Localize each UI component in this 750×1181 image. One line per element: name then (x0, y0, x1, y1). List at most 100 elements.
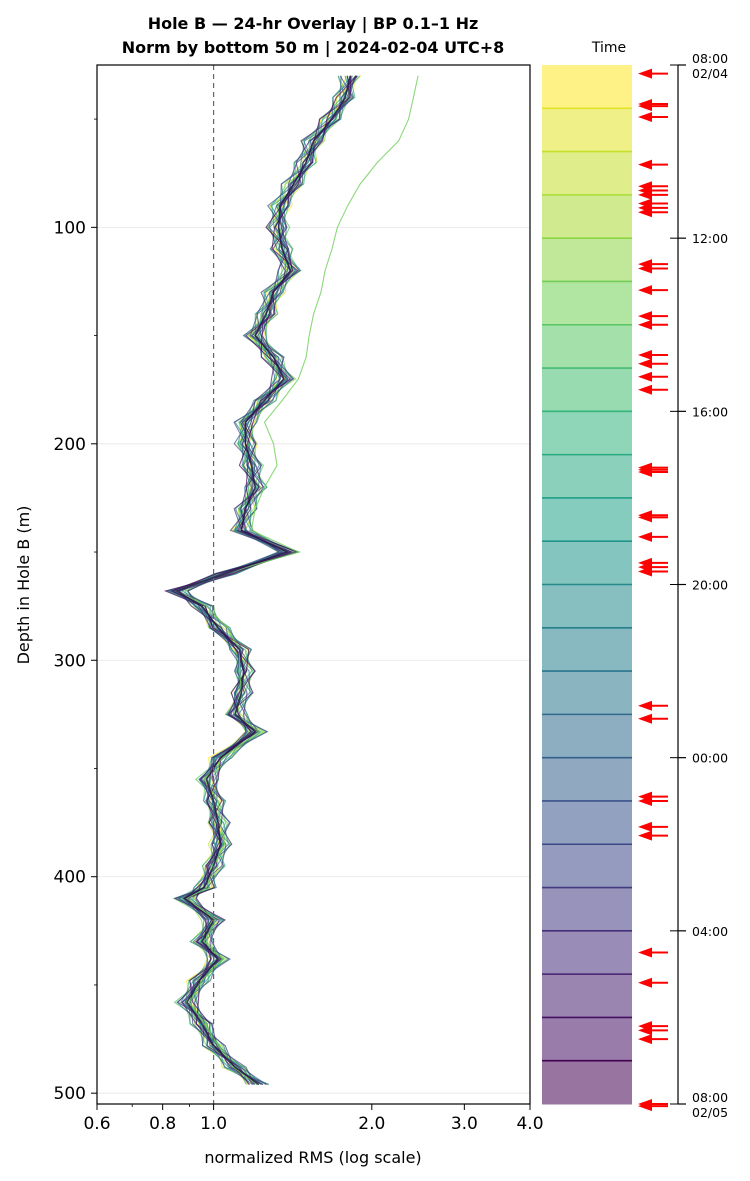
profile-line-hour-18 (169, 75, 354, 1085)
event-arrow-head (638, 111, 652, 122)
x-tick-label-0.8: 0.8 (149, 1114, 176, 1134)
event-arrow-36 (638, 977, 668, 988)
event-arrow-head (638, 311, 652, 322)
event-arrow-head (638, 358, 652, 369)
event-arrow-14 (638, 311, 668, 322)
event-arrow-head (638, 1034, 652, 1045)
event-arrow-35 (638, 947, 668, 958)
colorbar-ticks: 08:0002/0412:0016:0020:0000:0004:0008:00… (670, 51, 728, 1120)
colorbar-band-22 (542, 1017, 632, 1062)
colorbar-label: Time (591, 40, 626, 56)
colorbar-band-18 (542, 844, 632, 889)
x-tick-label-4.0: 4.0 (516, 1114, 543, 1134)
horizontal-grid (97, 226, 530, 1094)
x-tick-label-1.0: 1.0 (200, 1114, 227, 1134)
chart-title-line2: Norm by bottom 50 m | 2024-02-04 UTC+8 (122, 38, 505, 58)
event-arrow-head (638, 319, 652, 330)
x-tick-label-0.6: 0.6 (83, 1114, 110, 1134)
event-arrow-head (638, 101, 652, 112)
colorbar-band-17 (542, 800, 632, 845)
colorbar-band-16 (542, 757, 632, 802)
event-arrow-15 (638, 319, 668, 330)
event-arrow-head (638, 512, 652, 523)
event-arrow-2 (638, 101, 668, 112)
event-arrow-head (638, 1025, 652, 1036)
event-arrow-18 (638, 371, 668, 382)
event-arrow-head (638, 700, 652, 711)
event-arrow-39 (638, 1034, 668, 1045)
event-arrow-3 (638, 111, 668, 122)
colorbar-band-3 (542, 194, 632, 239)
event-arrow-head (638, 531, 652, 542)
colorbar-band-12 (542, 584, 632, 629)
colorbar-band-2 (542, 151, 632, 196)
colorbar-band-11 (542, 541, 632, 585)
event-arrow-head (638, 159, 652, 170)
colorbar-band-8 (542, 411, 632, 456)
event-arrow-34 (638, 830, 668, 841)
event-arrow-head (638, 821, 652, 832)
colorbar-tick-sublabel-24: 02/05 (692, 1105, 728, 1120)
y-tick-label-300: 300 (54, 651, 86, 671)
colorbar-tick-label-20: 04:00 (692, 924, 728, 939)
y-tick-label-200: 200 (54, 435, 86, 455)
y-axis-ticks: 100 200 300 400 500 (54, 118, 97, 1104)
colorbar (542, 65, 632, 1105)
y-tick-label-500: 500 (54, 1084, 86, 1104)
event-arrow-22 (638, 466, 668, 477)
colorbar-band-4 (542, 238, 632, 282)
event-arrow-head (638, 947, 652, 958)
colorbar-band-5 (542, 281, 632, 326)
event-arrow-25 (638, 531, 668, 542)
event-arrow-head (638, 68, 652, 79)
event-arrow-head (638, 713, 652, 724)
event-arrow-4 (638, 159, 668, 170)
colorbar-band-15 (542, 714, 632, 759)
colorbar-tick-label-4: 12:00 (692, 231, 728, 246)
event-arrow-32 (638, 795, 668, 806)
event-arrow-head (638, 466, 652, 477)
event-arrow-29 (638, 700, 668, 711)
profile-lines (163, 75, 419, 1086)
colorbar-tick-label-24: 08:00 (692, 1090, 728, 1105)
colorbar-band-10 (542, 497, 632, 542)
event-arrow-38 (638, 1025, 668, 1036)
profile-line-hour-12 (177, 75, 358, 1085)
profile-line-hour-21 (177, 75, 350, 1085)
event-arrow-30 (638, 713, 668, 724)
colorbar-band-21 (542, 974, 632, 1018)
event-arrow-10 (638, 207, 668, 218)
event-arrow-head (638, 566, 652, 577)
event-arrow-41 (638, 1101, 668, 1112)
colorbar-band-9 (542, 454, 632, 499)
event-arrow-head (638, 350, 652, 361)
y-tick-label-100: 100 (54, 218, 86, 238)
event-arrows (638, 68, 668, 1112)
event-arrow-head (638, 977, 652, 988)
colorbar-tick-label-12: 20:00 (692, 578, 728, 593)
y-axis-label: Depth in Hole B (m) (14, 506, 33, 665)
profile-line-hour-20 (173, 75, 358, 1085)
colorbar-band-7 (542, 368, 632, 412)
colorbar-band-6 (542, 324, 632, 369)
event-arrow-12 (638, 263, 668, 274)
chart-title-line1: Hole B — 24-hr Overlay | BP 0.1–1 Hz (148, 14, 479, 34)
colorbar-band-1 (542, 108, 632, 153)
x-tick-label-3.0: 3.0 (451, 1114, 478, 1134)
event-arrow-28 (638, 566, 668, 577)
y-tick-label-400: 400 (54, 868, 86, 888)
colorbar-band-23 (542, 1060, 632, 1105)
event-arrow-24 (638, 512, 668, 523)
colorbar-band-19 (542, 887, 632, 932)
profile-line-hour-14 (172, 75, 355, 1085)
plot-frame (96, 64, 531, 1105)
event-arrow-head (638, 189, 652, 200)
event-arrow-head (638, 1101, 652, 1112)
x-axis-ticks: 0.6 0.8 1.0 2.0 3.0 4.0 (83, 1104, 544, 1134)
event-arrow-head (638, 830, 652, 841)
event-arrow-17 (638, 358, 668, 369)
colorbar-band-0 (542, 65, 632, 109)
colorbar-band-13 (542, 627, 632, 672)
event-arrow-head (638, 285, 652, 296)
